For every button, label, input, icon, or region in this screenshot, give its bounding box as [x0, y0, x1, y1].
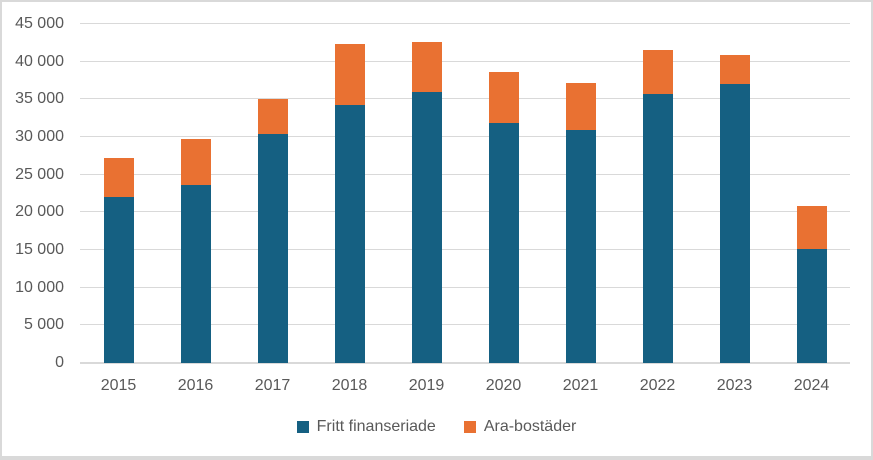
- gridline: [80, 211, 850, 213]
- gridline: [80, 286, 850, 288]
- legend-swatch-icon: [463, 421, 476, 433]
- y-tick-label: 30 000: [15, 128, 64, 145]
- bar-segment-fritt-finanseriade: [103, 196, 134, 363]
- legend: Fritt finanseriade Ara-bostäder: [2, 418, 871, 436]
- y-tick-label: 25 000: [15, 165, 64, 183]
- bar-segment-ara-bostader: [642, 50, 673, 95]
- bar-segment-fritt-finanseriade: [796, 249, 827, 363]
- y-tick-label: 10 000: [15, 278, 64, 296]
- bar-segment-fritt-finanseriade: [565, 130, 596, 363]
- bar-segment-ara-bostader: [334, 43, 365, 105]
- y-tick-label: 5 000: [23, 316, 64, 334]
- bar-2020: [488, 72, 519, 363]
- x-tick-label: 2021: [562, 377, 599, 394]
- bar-segment-ara-bostader: [257, 99, 288, 134]
- bar-segment-fritt-finanseriade: [719, 83, 750, 363]
- legend-label: Fritt finanseriade: [316, 418, 436, 435]
- legend-item-fritt-finanseriade: Fritt finanseriade: [296, 418, 436, 436]
- x-tick-label: 2015: [100, 377, 137, 394]
- plot-area: [80, 23, 850, 364]
- bar-segment-fritt-finanseriade: [180, 185, 211, 363]
- bar-segment-fritt-finanseriade: [257, 134, 288, 363]
- gridline: [80, 60, 850, 62]
- bar-segment-fritt-finanseriade: [334, 104, 365, 363]
- y-tick-label: 20 000: [15, 203, 64, 221]
- gridline: [80, 136, 850, 137]
- bar-2022: [642, 50, 673, 363]
- x-tick-label: 2024: [793, 377, 830, 394]
- x-tick-label: 2023: [716, 377, 753, 394]
- bar-2019: [411, 42, 442, 363]
- bar-segment-fritt-finanseriade: [411, 91, 442, 363]
- y-tick-label: 45 000: [15, 15, 64, 32]
- bar-2024: [796, 205, 827, 363]
- x-tick-label: 2017: [254, 377, 291, 394]
- x-tick-label: 2018: [331, 377, 368, 394]
- bar-segment-ara-bostader: [411, 42, 442, 92]
- x-tick-label: 2019: [408, 377, 445, 394]
- legend-item-ara-bostader: Ara-bostäder: [463, 418, 577, 436]
- bar-segment-fritt-finanseriade: [488, 123, 519, 363]
- y-tick-label: 35 000: [15, 90, 64, 108]
- legend-label: Ara-bostäder: [483, 418, 577, 435]
- bar-segment-ara-bostader: [719, 54, 750, 84]
- y-tick-label: 40 000: [15, 52, 64, 70]
- bar-2015: [103, 158, 134, 363]
- y-tick-label: 0: [55, 354, 64, 371]
- x-axis-line: [80, 362, 850, 364]
- bar-segment-ara-bostader: [180, 138, 211, 186]
- x-tick-label: 2016: [177, 377, 214, 394]
- bar-segment-fritt-finanseriade: [642, 94, 673, 363]
- bar-2017: [257, 99, 288, 363]
- bar-segment-ara-bostader: [103, 158, 134, 197]
- x-tick-label: 2022: [639, 377, 676, 394]
- gridline: [80, 173, 850, 175]
- bar-segment-ara-bostader: [488, 72, 519, 124]
- gridline: [80, 98, 850, 100]
- gridline: [80, 324, 850, 326]
- bar-segment-ara-bostader: [565, 82, 596, 131]
- legend-swatch-icon: [296, 421, 309, 433]
- bar-2018: [334, 43, 365, 363]
- bar-segment-ara-bostader: [796, 205, 827, 250]
- bar-2023: [719, 54, 750, 363]
- bar-2021: [565, 82, 596, 363]
- gridline: [80, 23, 850, 24]
- gridline: [80, 249, 850, 250]
- x-tick-label: 2020: [485, 377, 522, 394]
- y-tick-label: 15 000: [15, 241, 64, 258]
- bar-2016: [180, 138, 211, 363]
